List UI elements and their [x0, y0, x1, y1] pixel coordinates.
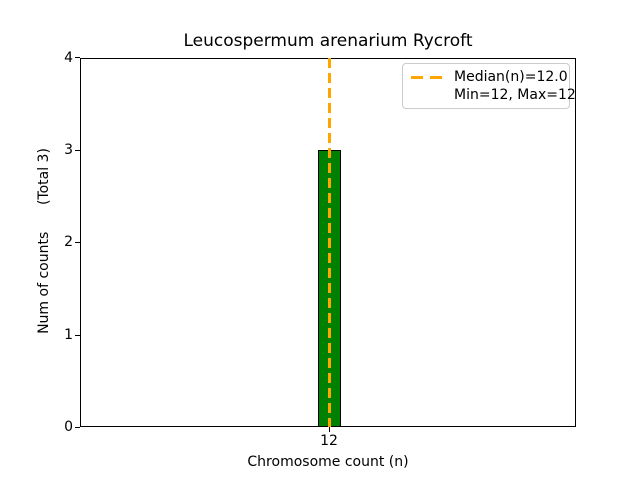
y-tick-label: 0 [64, 419, 73, 435]
x-axis-label: Chromosome count (n) [247, 454, 409, 470]
y-axis-label: Num of counts (Total 3) [36, 148, 52, 334]
dashed-line-icon [411, 75, 444, 79]
y-tick-mark [75, 57, 80, 58]
x-tick-mark [329, 427, 330, 432]
y-tick-label: 4 [64, 50, 73, 66]
y-tick-mark [75, 427, 80, 428]
legend-median-label: Median(n)=12.0 [454, 69, 568, 85]
chart-title: Leucospermum arenarium Rycroft [183, 31, 473, 51]
y-tick-mark [75, 242, 80, 243]
legend-entry-minmax: Min=12, Max=12 [411, 86, 576, 104]
y-tick-mark [75, 150, 80, 151]
y-tick-mark [75, 335, 80, 336]
x-tick-label: 12 [320, 433, 338, 449]
legend-entry-median: Median(n)=12.0 [411, 68, 568, 86]
legend-minmax-label: Min=12, Max=12 [454, 87, 576, 103]
y-tick-label: 3 [64, 142, 73, 158]
y-tick-label: 2 [64, 234, 73, 250]
y-tick-label: 1 [64, 327, 73, 343]
median-line [328, 58, 331, 427]
legend: Median(n)=12.0 Min=12, Max=12 [402, 63, 576, 109]
